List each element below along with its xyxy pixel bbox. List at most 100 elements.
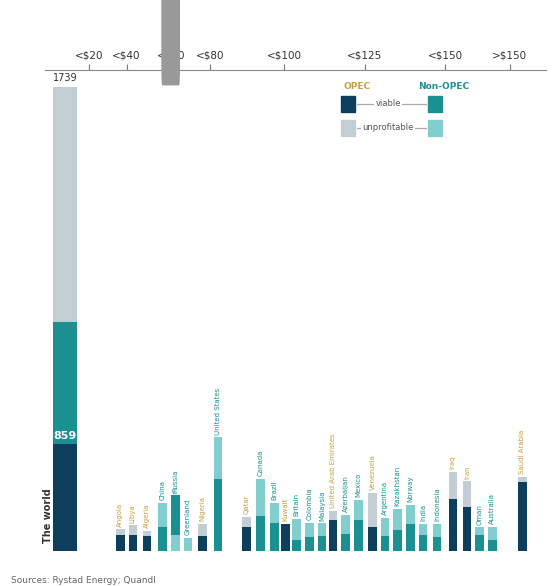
Bar	[518, 482, 526, 551]
Text: Canada: Canada	[257, 449, 263, 476]
Text: Venezuela: Venezuela	[369, 454, 375, 490]
Text: Oman: Oman	[477, 504, 483, 524]
Bar	[433, 524, 442, 537]
Bar	[214, 479, 222, 551]
Bar	[448, 472, 457, 499]
Bar	[354, 500, 363, 520]
Text: Norway: Norway	[407, 476, 413, 502]
Bar	[463, 507, 471, 551]
Bar	[448, 499, 457, 551]
Bar	[488, 527, 497, 540]
Bar	[305, 537, 314, 551]
Text: Angola: Angola	[117, 503, 123, 527]
FancyBboxPatch shape	[428, 96, 442, 112]
Bar	[475, 527, 484, 535]
Text: Saudi Arabia: Saudi Arabia	[519, 430, 525, 475]
Bar	[116, 535, 125, 551]
Bar	[488, 540, 497, 551]
Bar	[317, 523, 326, 536]
Bar	[406, 505, 414, 524]
Text: Greenland: Greenland	[185, 499, 191, 536]
Bar	[518, 477, 526, 482]
Bar	[475, 535, 484, 551]
Text: Brazil: Brazil	[272, 481, 278, 500]
Text: China: China	[160, 480, 166, 500]
Bar	[341, 515, 350, 534]
Text: Qatar: Qatar	[243, 495, 250, 514]
Bar	[292, 540, 301, 551]
Bar	[129, 526, 137, 535]
Text: Britain: Britain	[294, 493, 300, 516]
Text: Australia: Australia	[489, 493, 495, 524]
Bar	[270, 523, 279, 551]
Bar	[158, 527, 167, 551]
Text: 1739: 1739	[53, 73, 77, 83]
Bar	[381, 536, 389, 551]
Bar	[381, 518, 389, 536]
Bar	[368, 493, 377, 527]
Text: Non-OPEC: Non-OPEC	[418, 82, 469, 91]
Bar	[292, 519, 301, 540]
Text: OPEC: OPEC	[343, 82, 370, 91]
Text: 859: 859	[53, 431, 77, 441]
Text: Iran: Iran	[464, 465, 470, 479]
Bar	[393, 509, 402, 530]
Bar	[116, 530, 125, 535]
Text: viable: viable	[375, 99, 401, 108]
Text: Nigeria: Nigeria	[199, 496, 205, 522]
FancyBboxPatch shape	[341, 120, 355, 136]
FancyBboxPatch shape	[428, 120, 442, 136]
Text: Malaysia: Malaysia	[319, 490, 325, 521]
Bar	[433, 537, 442, 551]
Text: Kuwait: Kuwait	[283, 498, 289, 522]
Bar	[368, 527, 377, 551]
Bar	[198, 536, 207, 551]
Bar	[305, 523, 314, 537]
Text: unprofitable: unprofitable	[363, 123, 414, 132]
Text: Sources: Rystad Energy; Quandl: Sources: Rystad Energy; Quandl	[11, 576, 156, 585]
Bar	[329, 520, 338, 551]
Bar	[53, 87, 77, 322]
Bar	[256, 516, 265, 551]
Bar	[418, 524, 427, 536]
Bar	[341, 534, 350, 551]
Text: The world: The world	[43, 488, 53, 543]
Text: Argentina: Argentina	[382, 481, 388, 515]
Bar	[53, 444, 77, 551]
Bar	[214, 437, 222, 479]
Text: Azerbaijan: Azerbaijan	[343, 475, 349, 512]
Text: Colombia: Colombia	[306, 488, 312, 520]
Bar	[281, 524, 290, 551]
Text: Madagascar: Madagascar	[173, 490, 178, 532]
Bar	[198, 524, 207, 536]
Bar	[418, 536, 427, 551]
Bar	[256, 479, 265, 516]
Text: Algeria: Algeria	[144, 503, 150, 528]
Text: United Arab Emirates: United Arab Emirates	[330, 434, 336, 508]
Bar	[53, 322, 77, 444]
FancyBboxPatch shape	[162, 0, 179, 85]
Text: Russia: Russia	[173, 470, 178, 492]
Text: Indonesia: Indonesia	[434, 488, 440, 522]
Bar	[129, 535, 137, 551]
Bar	[171, 535, 180, 551]
Bar	[406, 524, 414, 551]
Text: Iraq: Iraq	[450, 456, 456, 469]
Bar	[329, 511, 338, 520]
Bar	[184, 538, 192, 551]
Bar	[463, 482, 471, 507]
Bar	[242, 517, 251, 527]
Bar	[393, 530, 402, 551]
Text: India: India	[420, 505, 426, 522]
Bar	[143, 536, 152, 551]
Text: Libya: Libya	[130, 504, 136, 523]
Bar	[242, 527, 251, 551]
Bar	[354, 520, 363, 551]
Text: Mexico: Mexico	[355, 473, 361, 498]
Bar	[171, 495, 180, 551]
Bar	[270, 503, 279, 523]
Text: United States: United States	[215, 387, 221, 435]
Bar	[158, 503, 167, 527]
FancyBboxPatch shape	[341, 96, 355, 112]
Bar	[317, 536, 326, 551]
